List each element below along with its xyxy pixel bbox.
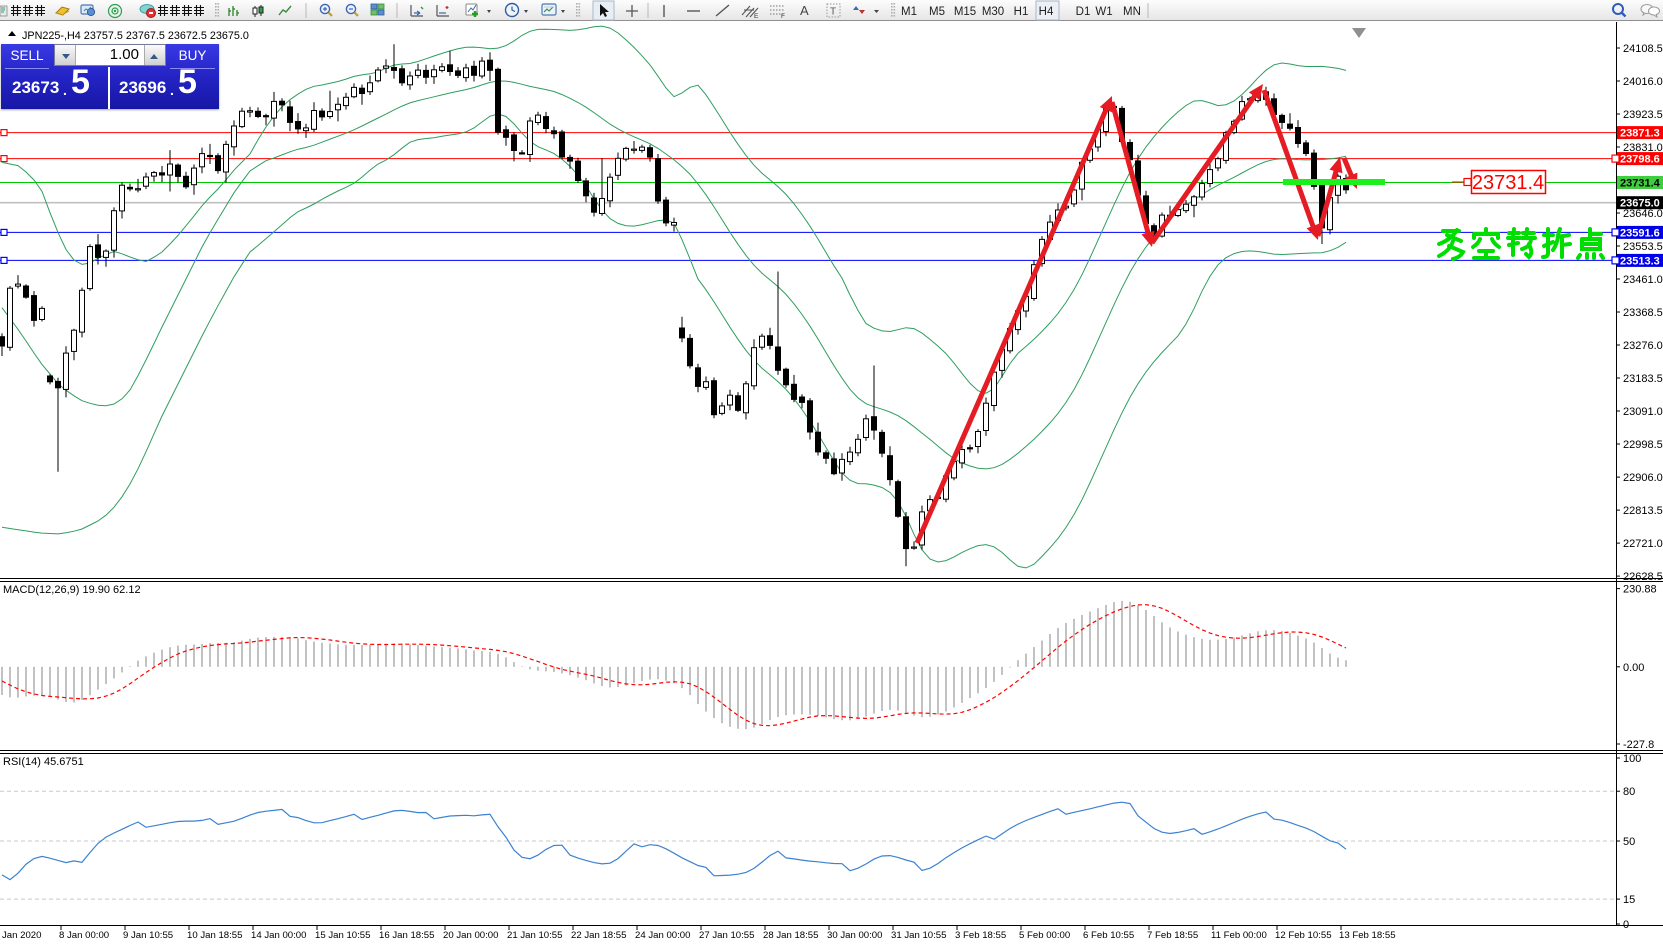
svg-text:0.00: 0.00: [1623, 662, 1644, 674]
svg-text:23731.4: 23731.4: [1620, 178, 1661, 190]
svg-text:21 Jan 10:55: 21 Jan 10:55: [507, 930, 562, 941]
svg-text:24016.0: 24016.0: [1623, 76, 1663, 88]
svg-text:13 Feb 18:55: 13 Feb 18:55: [1339, 930, 1396, 941]
svg-text:10 Jan 18:55: 10 Jan 18:55: [187, 930, 242, 941]
svg-text:23461.0: 23461.0: [1623, 274, 1663, 286]
svg-text:8 Jan 00:00: 8 Jan 00:00: [59, 930, 109, 941]
svg-text:7 Feb 18:55: 7 Feb 18:55: [1147, 930, 1198, 941]
svg-text:23368.5: 23368.5: [1623, 307, 1663, 319]
svg-text:A: A: [800, 3, 809, 18]
svg-text:F: F: [781, 13, 785, 20]
svg-text:M1: M1: [901, 6, 917, 18]
svg-text:230.88: 230.88: [1623, 584, 1657, 596]
svg-text:24108.5: 24108.5: [1623, 43, 1663, 55]
svg-text:T: T: [830, 7, 836, 18]
svg-text:JPN225-,H4 23757.5 23767.5 23: JPN225-,H4 23757.5 23767.5 23672.5 23675…: [22, 30, 249, 42]
svg-text:H4: H4: [1039, 6, 1054, 18]
svg-text:20 Jan 00:00: 20 Jan 00:00: [443, 930, 498, 941]
svg-text:3 Feb 18:55: 3 Feb 18:55: [955, 930, 1006, 941]
svg-text:MACD(12,26,9) 19.90 62.12: MACD(12,26,9) 19.90 62.12: [3, 584, 141, 596]
svg-text:MN: MN: [1123, 6, 1141, 18]
svg-text:Jan 2020: Jan 2020: [2, 930, 41, 941]
svg-text:22628.5: 22628.5: [1623, 571, 1663, 583]
svg-text:16 Jan 18:55: 16 Jan 18:55: [379, 930, 434, 941]
svg-text:24 Jan 00:00: 24 Jan 00:00: [635, 930, 690, 941]
svg-text:23276.0: 23276.0: [1623, 340, 1663, 352]
svg-text:14 Jan 00:00: 14 Jan 00:00: [251, 930, 306, 941]
svg-text:23646.0: 23646.0: [1623, 208, 1663, 220]
svg-text:22906.0: 22906.0: [1623, 472, 1663, 484]
svg-text:30 Jan 00:00: 30 Jan 00:00: [827, 930, 882, 941]
svg-text:50: 50: [1623, 836, 1635, 848]
svg-text:RSI(14) 45.6751: RSI(14) 45.6751: [3, 756, 84, 768]
svg-text:W1: W1: [1095, 6, 1112, 18]
svg-text:23798.6: 23798.6: [1620, 154, 1660, 166]
svg-text:80: 80: [1623, 786, 1635, 798]
svg-text:M5: M5: [929, 6, 945, 18]
svg-text:22813.5: 22813.5: [1623, 505, 1663, 517]
svg-text:23553.5: 23553.5: [1623, 241, 1663, 253]
svg-text:6 Feb 10:55: 6 Feb 10:55: [1083, 930, 1134, 941]
svg-text:23871.3: 23871.3: [1620, 128, 1660, 140]
svg-text:27 Jan 10:55: 27 Jan 10:55: [699, 930, 754, 941]
svg-text:D1: D1: [1076, 6, 1091, 18]
svg-text:22998.5: 22998.5: [1623, 439, 1663, 451]
svg-text:12 Feb 10:55: 12 Feb 10:55: [1275, 930, 1332, 941]
svg-text:28 Jan 18:55: 28 Jan 18:55: [763, 930, 818, 941]
svg-text:23183.5: 23183.5: [1623, 373, 1663, 385]
svg-text:11 Feb 00:00: 11 Feb 00:00: [1211, 930, 1267, 941]
svg-text:9 Jan 10:55: 9 Jan 10:55: [123, 930, 173, 941]
svg-text:0: 0: [1623, 919, 1629, 931]
svg-text:-227.8: -227.8: [1623, 739, 1654, 751]
svg-text:M15: M15: [954, 6, 976, 18]
svg-text:23831.0: 23831.0: [1623, 142, 1663, 154]
svg-text:23513.3: 23513.3: [1620, 255, 1660, 267]
svg-text:23923.5: 23923.5: [1623, 109, 1663, 121]
svg-text:E: E: [754, 13, 759, 20]
svg-text:23731.4: 23731.4: [1472, 172, 1544, 194]
svg-text:15: 15: [1623, 894, 1635, 906]
svg-text:M30: M30: [982, 6, 1004, 18]
svg-text:22 Jan 18:55: 22 Jan 18:55: [571, 930, 626, 941]
svg-text:22721.0: 22721.0: [1623, 538, 1663, 550]
svg-text:15 Jan 10:55: 15 Jan 10:55: [315, 930, 370, 941]
svg-text:100: 100: [1623, 753, 1641, 765]
svg-text:31 Jan 10:55: 31 Jan 10:55: [891, 930, 946, 941]
svg-text:5 Feb 00:00: 5 Feb 00:00: [1019, 930, 1070, 941]
svg-text:23591.6: 23591.6: [1620, 227, 1660, 239]
svg-text:H1: H1: [1014, 6, 1029, 18]
svg-text:23675.0: 23675.0: [1620, 198, 1660, 210]
svg-text:23091.0: 23091.0: [1623, 406, 1663, 418]
